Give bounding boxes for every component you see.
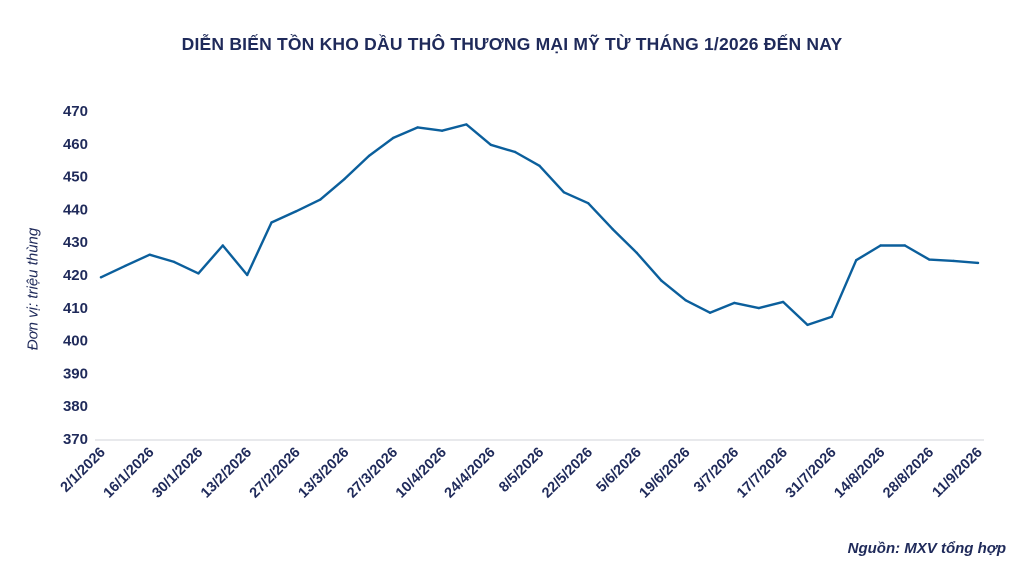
data-point	[221, 244, 224, 247]
data-point	[124, 264, 127, 267]
data-point	[465, 123, 468, 126]
x-tick-label: 2/1/2026	[58, 445, 109, 496]
x-tick-label: 3/7/2026	[691, 445, 742, 496]
data-point	[781, 300, 785, 304]
data-point	[684, 299, 687, 302]
x-tick-label: 22/5/2026	[539, 445, 596, 502]
data-point	[879, 244, 882, 247]
data-point	[246, 273, 249, 277]
x-tick-label: 13/3/2026	[296, 445, 353, 502]
data-point	[830, 315, 833, 318]
data-point	[513, 150, 517, 154]
data-point	[197, 272, 200, 275]
x-tick-label: 11/9/2026	[929, 445, 985, 501]
y-tick-label: 460	[63, 136, 88, 153]
data-point	[806, 323, 809, 327]
series-points	[99, 123, 980, 327]
y-tick-label: 420	[63, 267, 88, 284]
data-point	[903, 244, 907, 247]
data-point	[172, 260, 176, 264]
data-point	[489, 143, 492, 146]
data-point	[270, 221, 273, 224]
y-tick-label: 400	[63, 333, 88, 350]
data-point	[635, 251, 639, 255]
data-point	[660, 279, 663, 282]
x-tick-label: 16/1/2026	[101, 445, 158, 502]
data-point	[440, 129, 444, 132]
data-point	[148, 253, 151, 256]
x-tick-label: 19/6/2026	[637, 445, 694, 502]
data-point	[708, 311, 712, 314]
data-point	[976, 261, 980, 265]
y-tick-label: 440	[63, 201, 88, 218]
data-point	[416, 126, 419, 129]
x-tick-label: 31/7/2026	[783, 445, 840, 502]
data-point	[928, 258, 931, 261]
data-point	[733, 301, 736, 305]
x-tick-label: 24/4/2026	[442, 445, 499, 502]
x-tick-label: 28/8/2026	[880, 445, 937, 502]
x-tick-label: 8/5/2026	[496, 445, 547, 496]
y-tick-label: 430	[63, 234, 88, 251]
y-tick-label: 380	[63, 398, 88, 415]
x-tick-label: 17/7/2026	[734, 445, 791, 502]
data-point	[562, 191, 566, 194]
data-point	[611, 227, 614, 231]
data-point	[952, 259, 955, 263]
x-tick-label: 27/2/2026	[247, 445, 304, 502]
y-tick-label: 370	[63, 431, 88, 448]
series-line	[99, 123, 980, 327]
y-tick-label: 410	[63, 300, 88, 317]
data-point	[294, 210, 298, 213]
y-axis-ticks: 470 460 450 440 430 420 410 400 390 380 370	[63, 103, 88, 448]
data-point	[538, 164, 541, 167]
data-point	[319, 198, 322, 201]
data-point	[343, 177, 346, 181]
x-tick-label: 27/3/2026	[344, 445, 401, 502]
data-point	[587, 202, 590, 205]
x-tick-label: 5/6/2026	[594, 445, 645, 496]
data-point	[99, 276, 103, 279]
x-tick-label: 13/2/2026	[198, 445, 255, 502]
x-axis-ticks: 2/1/202616/1/202630/1/202613/2/202627/2/…	[58, 445, 986, 502]
data-point	[855, 259, 858, 262]
y-tick-label: 470	[63, 103, 88, 120]
data-point	[757, 306, 760, 310]
y-tick-label: 390	[63, 365, 88, 382]
y-tick-label: 450	[63, 169, 88, 186]
data-point	[367, 154, 371, 158]
x-tick-label: 30/1/2026	[149, 445, 206, 502]
x-tick-label: 14/8/2026	[831, 445, 888, 502]
data-point	[392, 136, 395, 140]
chart-title: DIỄN BIẾN TỒN KHO DẦU THÔ THƯƠNG MẠI MỸ …	[181, 34, 843, 54]
source-note: Nguồn: MXV tổng hợp	[847, 540, 1006, 557]
x-tick-label: 10/4/2026	[393, 445, 450, 502]
